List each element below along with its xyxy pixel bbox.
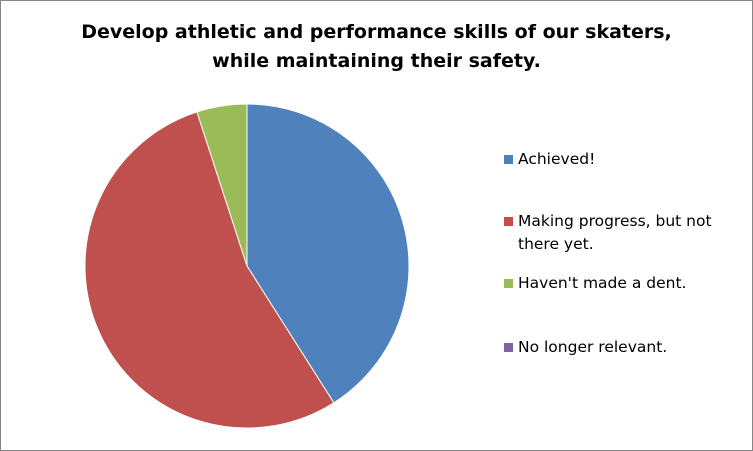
chart-title: Develop athletic and performance skills … [0, 18, 753, 76]
legend-swatch-no-dent [504, 279, 513, 288]
legend-label-making-progress: Making progress, but not there yet. [518, 212, 712, 253]
pie-slice-no-dent [196, 103, 248, 267]
legend-swatch-making-progress [504, 217, 513, 226]
pie-slice-making-progress [84, 111, 335, 429]
pie-slice-achieved [246, 103, 410, 404]
legend-swatch-no-longer-relevant [504, 343, 513, 352]
legend-label-no-longer-relevant: No longer relevant. [518, 338, 668, 356]
legend-swatch-achieved [504, 155, 513, 164]
legend-label-achieved: Achieved! [518, 150, 596, 168]
legend-label-no-dent: Haven't made a dent. [518, 274, 687, 292]
chart-title-line-2: while maintaining their safety. [212, 50, 541, 72]
pie-slices [84, 103, 410, 429]
chart-title-line-1: Develop athletic and performance skills … [81, 21, 672, 43]
